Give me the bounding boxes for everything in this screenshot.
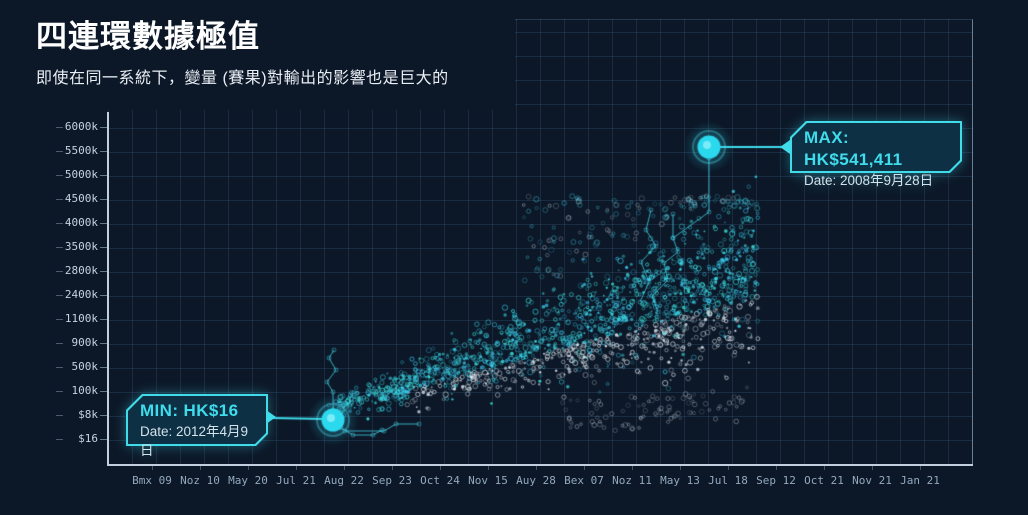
min-callout[interactable]: MIN: HK$16 Date: 2012年4月9日 [126,394,268,458]
max-callout-fill [792,123,960,171]
max-date-label: Date: 2008年9月28日 [804,173,934,188]
max-value-label: MAX: HK$541,411 [804,128,903,169]
max-callout-pointer [780,140,790,154]
max-callout[interactable]: MAX: HK$541,411 Date: 2008年9月28日 [790,121,962,188]
min-callout-pointer [266,410,276,424]
min-callout-fill [128,396,266,444]
min-value-label: MIN: HK$16 [140,401,239,420]
min-date-label: Date: 2012年4月9日 [140,424,249,458]
